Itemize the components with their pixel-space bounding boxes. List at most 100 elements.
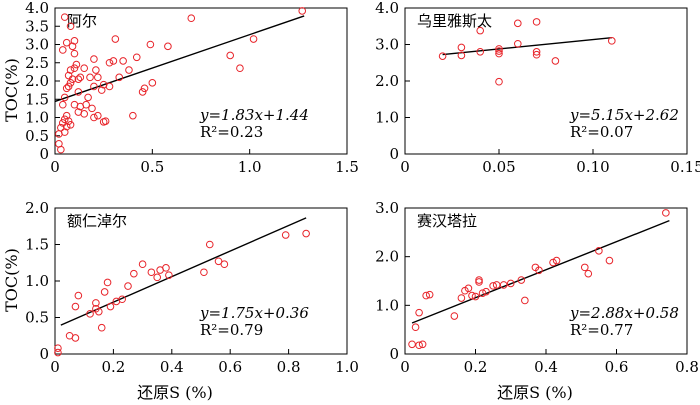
data-point bbox=[457, 43, 466, 52]
data-point bbox=[60, 93, 69, 102]
data-point bbox=[109, 57, 118, 65]
data-point bbox=[457, 51, 466, 60]
y-tick-label: 2.0 bbox=[25, 72, 49, 90]
chart-panel-4: 0 0.2 0.4 0.6 0.8 0 1.0 2.0 3.0 赛汉塔拉 y=2.88x+0.58R… bbox=[375, 199, 699, 376]
data-point bbox=[95, 307, 103, 316]
y-tick-label: 1.0 bbox=[25, 109, 49, 127]
y-tick-label: 1.5 bbox=[25, 90, 49, 108]
y-tick-label: 1.0 bbox=[25, 272, 49, 290]
data-point bbox=[187, 14, 196, 23]
regression-equation: y=1.75x+0.36 bbox=[199, 304, 309, 322]
data-point bbox=[60, 13, 69, 21]
data-point bbox=[90, 82, 98, 91]
y-tick-label: 0 bbox=[389, 345, 399, 363]
data-point bbox=[584, 269, 593, 278]
data-point bbox=[100, 288, 109, 296]
data-point bbox=[411, 323, 420, 332]
data-point bbox=[70, 49, 79, 58]
data-point bbox=[62, 122, 71, 131]
y-tick-label: 1.0 bbox=[375, 109, 399, 127]
data-point bbox=[438, 52, 447, 60]
shared-x-axis-label-right: 还原S (%) bbox=[497, 383, 573, 402]
data-point bbox=[57, 123, 65, 132]
data-point bbox=[506, 279, 515, 288]
data-point bbox=[162, 264, 170, 272]
data-point bbox=[64, 82, 73, 91]
y-tick-label: 0 bbox=[389, 145, 399, 163]
data-point bbox=[80, 64, 88, 73]
x-tick-label: 0.15 bbox=[670, 158, 700, 176]
data-point bbox=[535, 266, 543, 275]
data-point bbox=[101, 117, 110, 125]
regression-equation: y=1.83x+1.44 bbox=[199, 106, 309, 124]
y-tick-label: 3.0 bbox=[375, 199, 399, 217]
data-point bbox=[74, 88, 83, 96]
data-point bbox=[521, 296, 529, 305]
data-point bbox=[115, 73, 124, 82]
data-point bbox=[70, 37, 79, 45]
data-point bbox=[495, 77, 503, 86]
chart-title: 赛汉塔拉 bbox=[417, 212, 477, 230]
x-tick-label: 0.05 bbox=[482, 158, 515, 176]
data-point bbox=[302, 229, 310, 238]
data-point bbox=[54, 344, 62, 352]
data-point bbox=[226, 51, 234, 60]
r-squared-label: R²=0.79 bbox=[200, 321, 263, 339]
data-point bbox=[129, 111, 137, 120]
data-point bbox=[58, 46, 67, 54]
data-point bbox=[82, 100, 90, 109]
data-point bbox=[86, 73, 94, 82]
regression-line bbox=[411, 220, 670, 324]
data-point bbox=[72, 60, 81, 69]
data-point bbox=[138, 260, 147, 269]
data-point bbox=[97, 323, 106, 332]
data-point bbox=[478, 289, 487, 297]
data-point bbox=[489, 282, 497, 290]
data-point bbox=[148, 79, 157, 87]
x-tick-label: 0.8 bbox=[277, 358, 301, 376]
data-point bbox=[66, 22, 75, 31]
data-point bbox=[147, 268, 156, 277]
chart-panel-1: 0 0.5 1.0 1.500.51.01.52.02.53.03.54.0阿尔y=1… bbox=[25, 0, 359, 176]
x-tick-label: 0.10 bbox=[576, 158, 609, 176]
x-tick-label: 0.2 bbox=[101, 358, 125, 376]
regression-equation: y=5.15x+2.62 bbox=[569, 106, 679, 124]
data-point bbox=[84, 93, 92, 102]
data-point bbox=[457, 294, 466, 302]
regression-line bbox=[54, 15, 305, 103]
data-point bbox=[468, 291, 476, 300]
data-point bbox=[70, 64, 79, 73]
data-point bbox=[62, 111, 71, 120]
data-point bbox=[86, 310, 94, 318]
x-tick-label: 0.2 bbox=[464, 358, 488, 376]
data-point bbox=[105, 58, 114, 67]
data-point bbox=[281, 231, 290, 239]
data-point bbox=[146, 40, 155, 49]
chart-title: 额仁淖尔 bbox=[67, 212, 127, 230]
data-point bbox=[552, 256, 561, 265]
x-tick-label: 0 bbox=[50, 158, 60, 176]
x-tick-label: 0.6 bbox=[605, 358, 629, 376]
data-point bbox=[90, 55, 98, 63]
data-point bbox=[422, 291, 430, 300]
data-point bbox=[165, 271, 173, 279]
data-point bbox=[608, 37, 616, 45]
data-point bbox=[54, 348, 62, 357]
data-point bbox=[132, 53, 141, 62]
data-point bbox=[74, 291, 83, 300]
r-squared-label: R²=0.07 bbox=[570, 123, 633, 141]
y-tick-label: 3.5 bbox=[25, 17, 49, 35]
data-point bbox=[517, 276, 526, 284]
data-point bbox=[532, 48, 541, 56]
data-point bbox=[138, 88, 147, 96]
regression-line bbox=[442, 36, 612, 56]
data-point bbox=[164, 42, 172, 51]
x-tick-label: 0 bbox=[50, 358, 60, 376]
data-point bbox=[66, 121, 75, 129]
shared-y-axis-label-top: TOC(%) bbox=[2, 58, 21, 122]
data-point bbox=[57, 145, 65, 154]
data-point bbox=[71, 334, 80, 342]
y-tick-label: 0.5 bbox=[25, 127, 49, 145]
data-point bbox=[103, 278, 112, 287]
